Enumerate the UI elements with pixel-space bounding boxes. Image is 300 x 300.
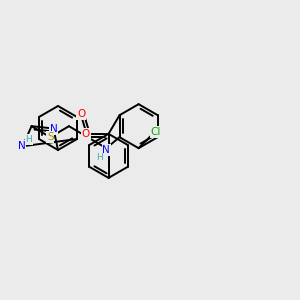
Text: O: O — [77, 109, 85, 119]
Text: N: N — [50, 124, 57, 134]
Text: N: N — [103, 145, 110, 155]
Text: H: H — [96, 153, 103, 162]
Text: N: N — [18, 141, 26, 151]
Text: S: S — [47, 132, 54, 142]
Text: O: O — [81, 129, 90, 139]
Text: Cl: Cl — [151, 127, 161, 137]
Text: H: H — [25, 135, 32, 144]
